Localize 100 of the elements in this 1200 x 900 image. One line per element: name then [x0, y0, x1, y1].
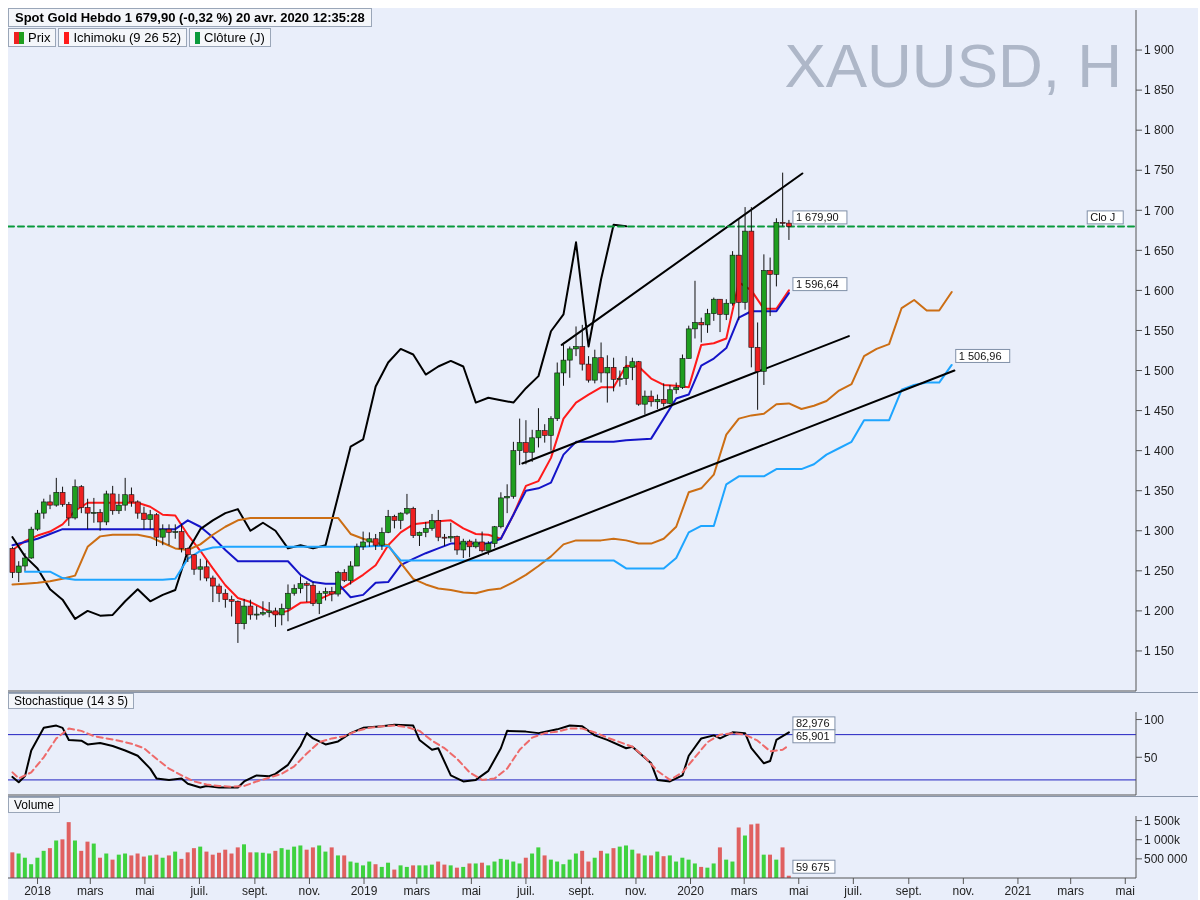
bar	[179, 858, 184, 878]
x-tick-label: sept.	[568, 883, 595, 898]
bar	[72, 840, 77, 878]
legend-label: Clôture (J)	[204, 30, 265, 45]
bar	[617, 846, 622, 878]
bar	[154, 854, 159, 878]
bar	[486, 865, 491, 878]
bar	[267, 853, 272, 878]
x-tick-label: mars	[1057, 883, 1085, 898]
bar	[730, 861, 735, 878]
x-tick-label: mai	[789, 883, 809, 898]
bar	[680, 857, 685, 878]
y-tick-label: 100	[1144, 712, 1165, 727]
bar	[386, 862, 391, 878]
y-tick-label: 50	[1144, 750, 1158, 765]
bar	[492, 861, 497, 878]
annotation: 59 675	[795, 860, 830, 873]
bar	[292, 846, 297, 878]
bar	[204, 851, 209, 878]
x-tick-label: sept.	[241, 883, 268, 898]
bar	[148, 855, 153, 878]
annotation: 1 679,90	[795, 211, 839, 224]
bar	[254, 852, 259, 878]
bar	[448, 865, 453, 878]
bar	[473, 863, 478, 878]
bar	[317, 845, 322, 878]
bar	[711, 863, 716, 878]
x-tick-label: nov.	[625, 883, 647, 898]
bar	[661, 856, 666, 878]
bar	[229, 853, 234, 878]
y-tick-label: 1 250	[1144, 564, 1175, 579]
bar	[398, 865, 403, 878]
bar	[567, 859, 572, 878]
bar	[780, 847, 785, 878]
bar	[361, 865, 365, 878]
bar	[768, 854, 773, 878]
bar	[548, 859, 553, 878]
bar	[699, 866, 704, 878]
bar	[135, 853, 140, 878]
bar	[116, 854, 121, 878]
bar	[198, 846, 203, 878]
bar	[35, 857, 40, 878]
y-tick-label: 1 000k	[1144, 832, 1182, 847]
bar	[10, 852, 15, 878]
bar	[279, 848, 284, 878]
bar	[348, 861, 353, 878]
annotation: 1 506,96	[958, 349, 1002, 362]
bar	[223, 849, 228, 878]
x-tick-label: 2018	[24, 883, 52, 898]
bar	[749, 824, 754, 878]
y-tick-label: 1 200	[1144, 604, 1175, 619]
bar	[310, 847, 315, 878]
y-tick-label: 1 800	[1144, 123, 1175, 138]
bar	[273, 850, 278, 878]
bar	[354, 862, 359, 878]
x-tick-label: 2020	[677, 883, 705, 898]
y-tick-label: 1 550	[1144, 323, 1175, 338]
x-tick-label: mars	[76, 883, 104, 898]
bar	[304, 849, 309, 878]
bar	[404, 866, 409, 878]
line-series	[24, 363, 953, 581]
bar	[555, 861, 560, 878]
bar	[523, 857, 528, 878]
bar	[686, 859, 691, 878]
bar	[210, 854, 215, 878]
bar	[41, 850, 46, 878]
bar	[173, 851, 178, 878]
bar	[242, 844, 247, 878]
chart-title: Stochastique (14 3 5)	[8, 693, 135, 709]
bar	[436, 861, 441, 878]
bar	[774, 859, 779, 878]
bar	[536, 847, 541, 878]
bar	[367, 861, 372, 878]
bar	[160, 857, 165, 878]
chart-title: Spot Gold Hebdo 1 679,90 (-0,32 %) 20 avr. 2020 12:35:28	[8, 8, 372, 27]
bar	[742, 835, 747, 878]
x-tick-label: juil.	[843, 883, 863, 898]
bar	[542, 855, 547, 878]
bar	[611, 848, 616, 878]
x-tick-label: nov.	[952, 883, 975, 898]
y-tick-label: 1 650	[1144, 243, 1175, 258]
bar	[285, 849, 290, 878]
bar	[379, 866, 384, 878]
bar	[642, 855, 647, 878]
x-tick-label: juil.	[189, 883, 209, 898]
x-tick-label: 2021	[1004, 883, 1032, 898]
y-tick-label: 1 500k	[1144, 813, 1182, 828]
bar	[511, 861, 516, 878]
bar	[479, 862, 484, 878]
bar	[423, 865, 428, 878]
bar	[530, 853, 535, 878]
line-series	[11, 291, 953, 595]
y-tick-label: 1 850	[1144, 83, 1175, 98]
legend-label: Prix	[28, 30, 51, 45]
bar	[85, 841, 90, 878]
y-tick-label: 500 000	[1144, 852, 1188, 867]
bar	[323, 851, 328, 878]
x-tick-label: mars	[730, 883, 758, 898]
bar	[655, 851, 660, 878]
x-tick-label: mars	[403, 883, 431, 898]
